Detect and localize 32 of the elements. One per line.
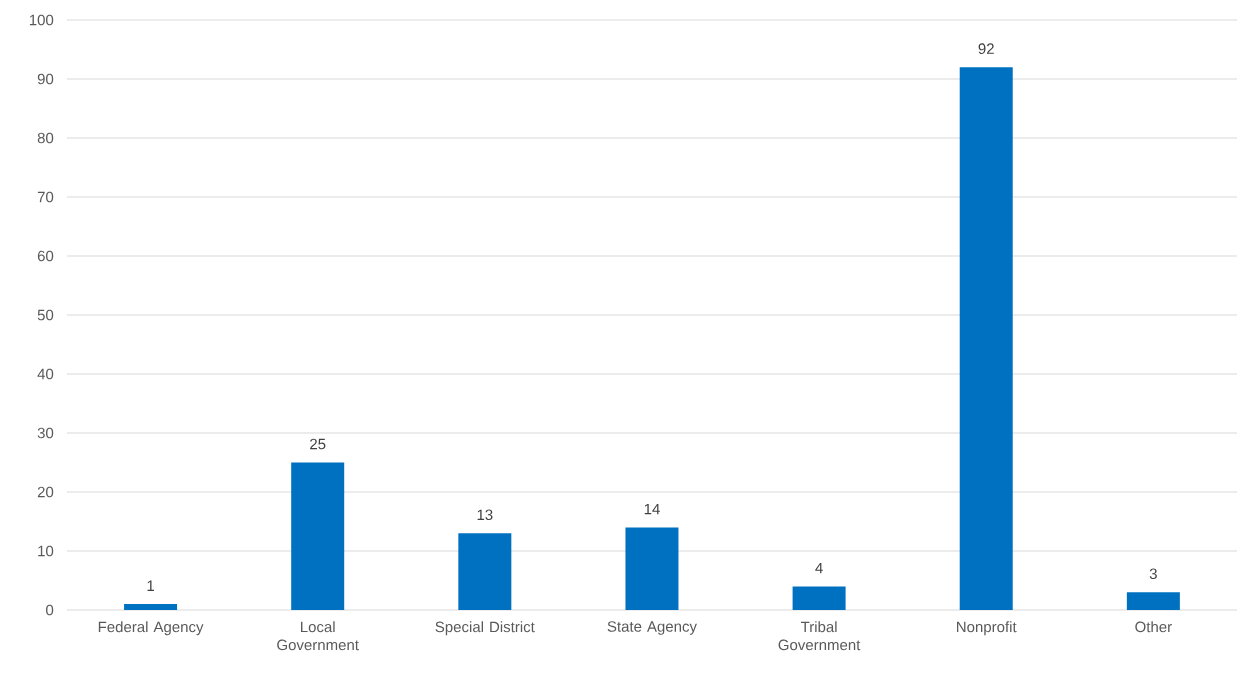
- bar: [458, 533, 512, 610]
- y-tick-label: 30: [37, 427, 54, 439]
- bar: [959, 67, 1013, 610]
- y-tick-label: 20: [37, 486, 54, 498]
- data-label: 92: [978, 43, 994, 54]
- x-tick-label: State Agency: [607, 621, 697, 635]
- y-tick-label: 70: [37, 191, 54, 203]
- x-tick-label: Tribal Government: [778, 621, 861, 651]
- data-label: 3: [1149, 568, 1157, 580]
- x-tick-label: Local Government: [277, 621, 359, 651]
- data-label: 4: [815, 562, 823, 574]
- y-tick-label: 40: [37, 368, 54, 380]
- y-tick-label: 0: [46, 604, 54, 616]
- bar: [291, 462, 345, 610]
- y-tick-label: 100: [29, 14, 54, 26]
- x-tick-label: Federal Agency: [98, 621, 204, 636]
- x-tick-label: Special District: [435, 621, 535, 636]
- bar: [1126, 592, 1180, 610]
- y-tick-label: 60: [37, 250, 54, 262]
- y-tick-label: 10: [38, 545, 54, 557]
- bar: [625, 527, 679, 610]
- y-tick-label: 80: [37, 132, 54, 144]
- bar: [792, 586, 846, 610]
- data-label: 25: [310, 438, 326, 450]
- data-label: 14: [644, 503, 660, 515]
- y-tick-label: 50: [37, 309, 54, 321]
- data-label: 1: [147, 580, 154, 591]
- x-tick-label: Other: [1135, 621, 1172, 633]
- data-label: 13: [477, 509, 493, 521]
- y-tick-label: 90: [37, 73, 54, 85]
- bar: [124, 604, 178, 610]
- x-tick-label: Nonprofit: [957, 621, 1017, 636]
